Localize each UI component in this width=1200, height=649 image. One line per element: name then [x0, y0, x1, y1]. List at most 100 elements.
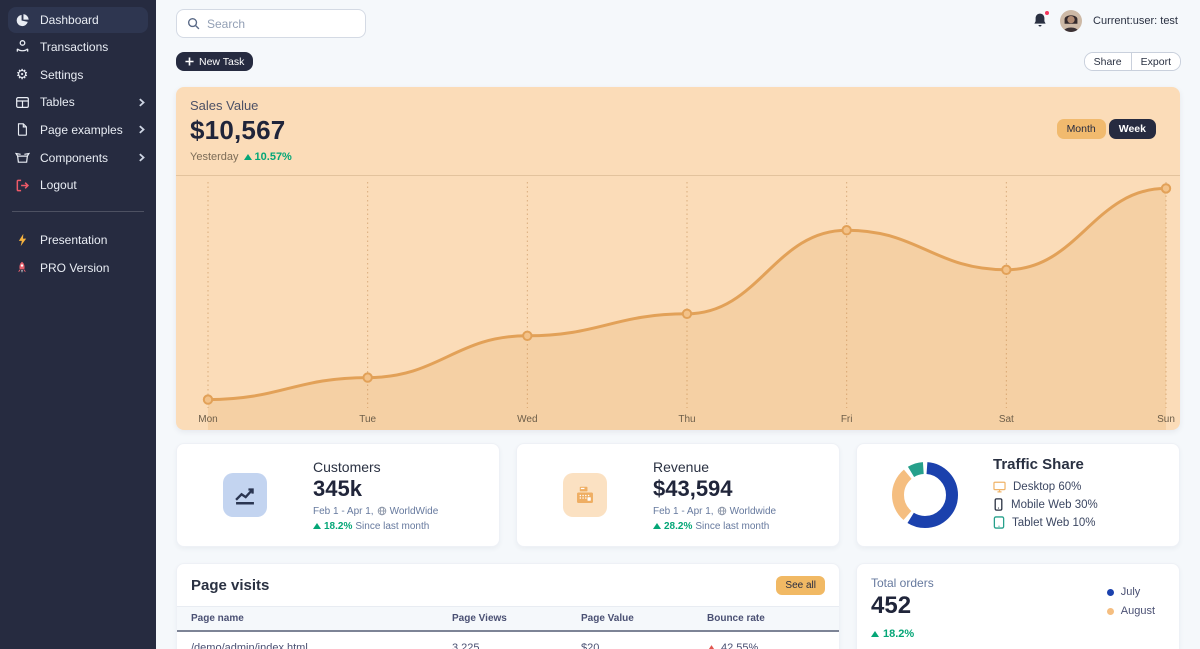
svg-text:Sun: Sun	[1157, 414, 1175, 425]
svg-text:Tue: Tue	[359, 414, 376, 425]
chevron-right-icon	[137, 98, 146, 107]
sidebar-item-tables[interactable]: Tables	[0, 88, 156, 116]
caret-up-icon	[243, 154, 252, 160]
sales-card-title: Sales Value	[190, 98, 259, 113]
svg-text:Mon: Mon	[198, 414, 217, 425]
sidebar-item-logout[interactable]: Logout	[0, 171, 156, 199]
sign-out-icon	[14, 177, 30, 193]
new-task-button[interactable]: New Task	[176, 52, 254, 71]
total-orders-change: 18.2%	[883, 628, 915, 640]
stat-scope: Worldwide	[729, 505, 777, 517]
svg-text:Fri: Fri	[841, 414, 853, 425]
page-visits-title: Page visits	[191, 577, 270, 594]
see-all-button[interactable]: See all	[776, 576, 825, 595]
orders-legend-dot	[1106, 588, 1114, 596]
current-user-label[interactable]: Current:user: test	[1093, 15, 1178, 27]
svg-text:Sat: Sat	[999, 414, 1014, 425]
svg-text:Thu: Thu	[678, 414, 695, 425]
desktop-icon	[993, 481, 1006, 493]
sidebar-divider	[12, 211, 144, 213]
chevron-right-icon	[137, 125, 146, 134]
globe-icon	[377, 506, 387, 516]
sidebar-item-label: Transactions	[40, 39, 109, 54]
page-visits-table-header: Page name Page Views Page Value Bounce r…	[177, 606, 839, 632]
sales-card-header: Sales Value $10,567 Yesterday 10.57% Mon…	[176, 87, 1180, 176]
share-export-group: Share Export	[1083, 52, 1181, 71]
week-toggle-button[interactable]: Week	[1108, 119, 1156, 139]
sidebar-item-label: Logout	[40, 178, 77, 193]
revenue-card: Revenue $43,594 Feb 1 - Apr 1, Worldwide…	[516, 443, 840, 547]
month-toggle-button[interactable]: Month	[1056, 119, 1106, 139]
chart-line-icon	[223, 473, 267, 517]
orders-legend-dot	[1106, 607, 1114, 615]
table-row: /demo/admin/index.html 3,225 $20 42,55%	[177, 632, 839, 649]
notification-dot	[1044, 10, 1051, 16]
stat-change: 28.2%	[664, 520, 693, 532]
stat-scope: WorldWide	[389, 505, 439, 517]
share-button[interactable]: Share	[1084, 53, 1132, 70]
sidebar-item-dashboard[interactable]: Dashboard	[8, 7, 148, 33]
bolt-icon	[14, 232, 30, 248]
document-icon	[14, 122, 30, 138]
rocket-icon	[14, 260, 30, 276]
svg-text:Wed: Wed	[517, 414, 537, 425]
stat-title: Revenue	[653, 458, 710, 475]
stat-change: 18.2%	[324, 520, 353, 532]
page-views-cell: 3,225	[452, 642, 480, 649]
traffic-legend-item: Tablet Web 10%	[993, 516, 1098, 529]
column-header: Page Value	[581, 613, 634, 624]
stat-change-note: Since last month	[695, 520, 770, 532]
hand-coin-icon	[14, 39, 30, 55]
sidebar-item-label: Dashboard	[40, 13, 99, 27]
export-button[interactable]: Export	[1131, 53, 1180, 70]
legend-item: July	[1106, 586, 1155, 598]
search-input[interactable]	[207, 16, 355, 31]
cash-register-icon	[563, 473, 607, 517]
traffic-legend-item: Mobile Web 30%	[993, 498, 1098, 511]
caret-up-icon	[313, 523, 321, 529]
sales-line-chart: Mon Tue Wed Thu Fri Sat Sun	[198, 182, 1175, 430]
notifications-bell-icon[interactable]	[1032, 10, 1051, 30]
stat-value: 345k	[313, 475, 362, 501]
stat-title: Customers	[313, 458, 381, 475]
box-open-icon	[14, 150, 30, 166]
page-visits-card: Page visits See all Page name Page Views…	[176, 563, 840, 649]
mobile-icon	[993, 498, 1004, 511]
sidebar-item-label: PRO Version	[40, 260, 110, 275]
total-orders-card: Total orders 452 18.2% July August	[856, 563, 1180, 649]
globe-icon	[717, 506, 727, 516]
stat-change-note: Since last month	[355, 520, 430, 532]
pie-chart-icon	[14, 12, 30, 28]
search-icon	[187, 17, 200, 30]
sidebar-item-pro-version[interactable]: PRO Version	[0, 254, 156, 282]
traffic-share-card: Traffic Share Desktop 60% Mobile Web 30%…	[856, 443, 1180, 547]
customers-card: Customers 345k Feb 1 - Apr 1, WorldWide …	[176, 443, 500, 547]
sales-change-value: 10.57%	[254, 151, 292, 163]
sales-value-card: Sales Value $10,567 Yesterday 10.57% Mon…	[176, 87, 1180, 430]
topbar-right: Current:user: test	[1032, 9, 1178, 33]
stat-value: $43,594	[653, 475, 733, 501]
caret-up-red-icon	[707, 644, 716, 649]
chevron-right-icon	[137, 153, 146, 162]
legend-item: August	[1106, 605, 1155, 617]
sidebar-item-settings[interactable]: ⚙ Settings	[0, 61, 156, 89]
sidebar: Dashboard Transactions ⚙ Settings Tables…	[0, 0, 156, 649]
gear-icon: ⚙	[15, 66, 29, 83]
period-toggle-group: Month Week	[1056, 119, 1156, 139]
sidebar-item-label: Page examples	[40, 122, 123, 137]
sales-period-label: Yesterday	[190, 151, 239, 163]
caret-up-icon	[871, 631, 879, 637]
caret-up-icon	[653, 523, 661, 529]
user-avatar[interactable]	[1060, 10, 1083, 32]
page-name-cell: /demo/admin/index.html	[191, 642, 308, 649]
sidebar-item-components[interactable]: Components	[0, 144, 156, 172]
sidebar-item-label: Settings	[40, 67, 84, 82]
search-box	[176, 9, 366, 38]
sidebar-item-label: Tables	[40, 95, 75, 110]
plus-icon	[185, 57, 194, 66]
sidebar-item-page-examples[interactable]: Page examples	[0, 116, 156, 144]
traffic-legend-item: Desktop 60%	[993, 481, 1098, 493]
sidebar-item-transactions[interactable]: Transactions	[0, 33, 156, 61]
sidebar-item-presentation[interactable]: Presentation	[0, 226, 156, 254]
column-header: Bounce rate	[707, 613, 765, 624]
